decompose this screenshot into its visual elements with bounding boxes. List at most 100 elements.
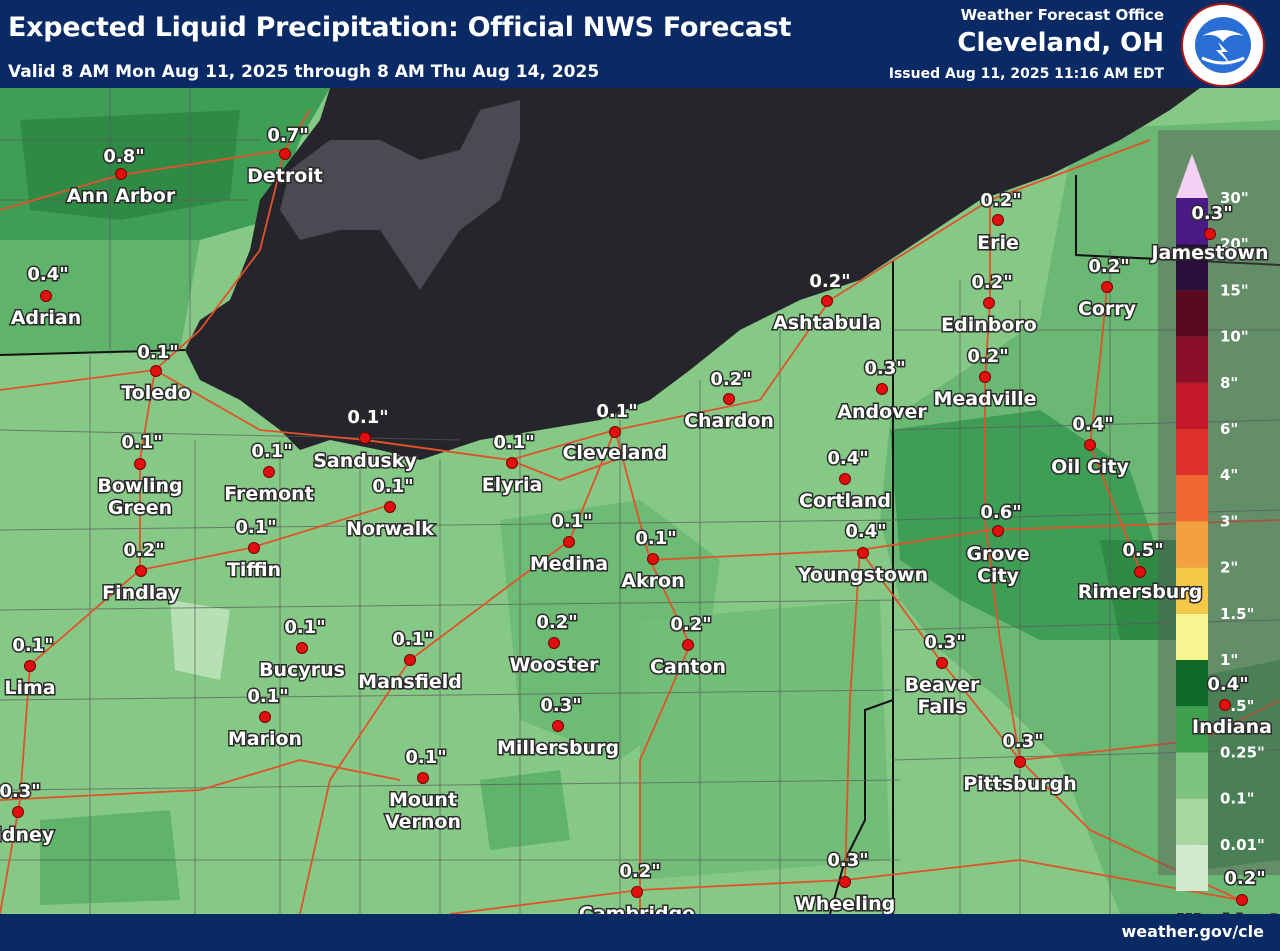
precip-amount: 0.2"	[971, 272, 1012, 293]
city-label: Fremont	[224, 483, 313, 505]
precip-amount: 0.1"	[251, 441, 292, 462]
legend-label: 4"	[1220, 466, 1238, 484]
place-cambridge: 0.2" Cambridge	[577, 860, 696, 915]
legend-swatch	[1176, 844, 1208, 891]
city-label: Akron	[621, 570, 684, 592]
city-label: Vernon	[385, 811, 461, 833]
city-label: Grove	[966, 543, 1029, 565]
location-marker	[24, 660, 36, 672]
legend-label: 1.5"	[1220, 605, 1254, 623]
legend-swatch	[1176, 244, 1208, 291]
place-detroit: 0.7" Detroit	[246, 124, 325, 189]
city-label: Medina	[530, 553, 608, 575]
legend: 30"20"15"10"8"6"4"3"2"1.5"1"0.5"0.25"0.1…	[1158, 130, 1280, 891]
precip-amount: 0.4"	[1072, 414, 1113, 435]
location-marker	[1204, 228, 1216, 240]
city-label: Tiffin	[227, 559, 281, 581]
legend-label: 0.1"	[1220, 790, 1254, 808]
place-sidney: 0.3" Sidney	[0, 780, 56, 848]
place-erie: 0.2" Erie	[976, 189, 1024, 256]
place-norwalk: 0.1" Norwalk	[345, 475, 436, 542]
location-marker	[359, 432, 371, 444]
legend-swatch	[1176, 198, 1208, 245]
footer-banner: weather.gov/cle	[0, 914, 1280, 951]
city-label: Mount	[389, 789, 457, 811]
location-marker	[134, 458, 146, 470]
place-washington: 0.2" Washington	[1177, 867, 1280, 915]
legend-label: 1"	[1220, 651, 1238, 669]
location-marker	[552, 720, 564, 732]
city-label: Norwalk	[346, 518, 434, 540]
location-marker	[296, 642, 308, 654]
legend-label: 30"	[1220, 189, 1249, 207]
location-marker	[992, 525, 1004, 537]
city-label: Falls	[917, 696, 966, 718]
precip-amount: 0.8"	[103, 146, 144, 167]
legend-swatch	[1176, 798, 1208, 845]
place-ashtabula: 0.2" Ashtabula	[772, 270, 883, 336]
location-marker	[992, 214, 1004, 226]
precip-amount: 0.4"	[27, 264, 68, 285]
precip-amount: 0.2"	[980, 190, 1021, 211]
place-sandusky: 0.1" Sandusky	[312, 406, 419, 474]
legend-swatch	[1176, 521, 1208, 568]
legend-swatch	[1176, 752, 1208, 799]
city-label: Lima	[4, 677, 55, 699]
location-marker	[12, 806, 24, 818]
footer-url[interactable]: weather.gov/cle	[1121, 922, 1264, 941]
legend-swatch	[1176, 660, 1208, 707]
city-label: Detroit	[247, 165, 323, 187]
location-marker	[404, 654, 416, 666]
location-marker	[150, 365, 162, 377]
place-meadville: 0.2" Meadville	[932, 345, 1038, 412]
precip-amount: 0.6"	[980, 502, 1021, 523]
city-label: Cortland	[799, 490, 891, 512]
location-marker	[609, 426, 621, 438]
place-fremont: 0.1" Fremont	[223, 440, 315, 507]
location-marker	[857, 547, 869, 559]
location-marker	[936, 657, 948, 669]
legend-label: 3"	[1220, 512, 1238, 530]
precip-amount: 0.2"	[123, 540, 164, 561]
city-label: Corry	[1078, 298, 1137, 320]
location-marker	[135, 565, 147, 577]
place-wheeling: 0.3" Wheeling	[793, 849, 896, 915]
city-label: Canton	[650, 656, 726, 678]
precip-amount: 0.4"	[845, 521, 886, 542]
location-marker	[1134, 566, 1146, 578]
precip-amount: 0.3"	[540, 695, 581, 716]
place-ann-arbor: 0.8" Ann Arbor	[65, 145, 177, 209]
legend-label: 8"	[1220, 374, 1238, 392]
legend-label: 2"	[1220, 559, 1238, 577]
precip-amount: 0.3"	[827, 850, 868, 871]
legend-label: 6"	[1220, 420, 1238, 438]
location-marker	[983, 297, 995, 309]
legend-label: 10"	[1220, 328, 1249, 346]
city-label: Sandusky	[313, 450, 417, 472]
precip-amount: 0.1"	[635, 528, 676, 549]
precip-amount: 0.3"	[0, 781, 41, 802]
precip-amount: 0.2"	[536, 612, 577, 633]
city-label: Pittsburgh	[963, 773, 1077, 795]
precip-amount: 0.1"	[596, 401, 637, 422]
location-marker	[723, 393, 735, 405]
place-andover: 0.3" Andover	[836, 357, 929, 425]
precip-amount: 0.3"	[1002, 731, 1043, 752]
legend-swatch	[1176, 336, 1208, 383]
city-label: Toledo	[121, 382, 191, 404]
precip-amount: 0.3"	[864, 358, 905, 379]
place-indiana: 0.4" Indiana	[1191, 673, 1274, 740]
city-label: Elyria	[482, 474, 543, 496]
city-label: Andover	[837, 401, 927, 423]
location-marker	[263, 466, 275, 478]
location-marker	[1014, 756, 1026, 768]
place-marion: 0.1" Marion	[226, 685, 303, 752]
place-corry: 0.2" Corry	[1076, 255, 1138, 322]
place-cortland: 0.4" Cortland	[798, 447, 893, 514]
precip-amount: 0.2"	[1224, 868, 1265, 889]
location-marker	[979, 371, 991, 383]
city-label: Rimersburg	[1078, 581, 1203, 603]
